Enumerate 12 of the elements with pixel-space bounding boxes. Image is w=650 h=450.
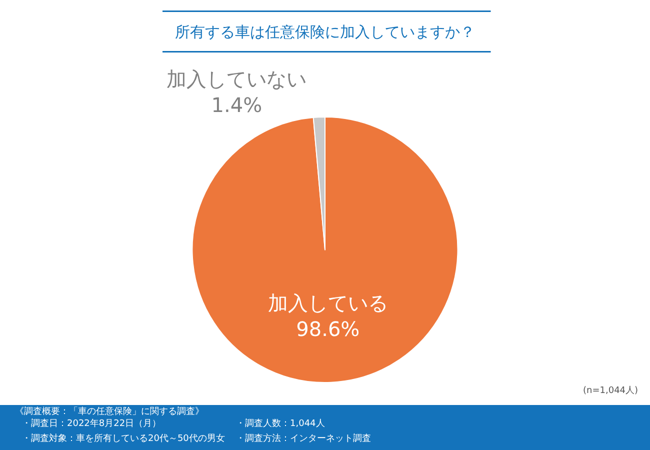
text: ・調査人数：1,044人 — [236, 418, 325, 429]
data-label: 98.6% — [296, 317, 360, 342]
text: ・調査方法：インターネット調査 — [236, 433, 371, 444]
chart-title: 所有する車は任意保険に加入していますか？ — [175, 22, 475, 41]
text: (n=1,044人) — [583, 385, 638, 396]
text: 《調査概要：「車の任意保険」に関する調査》 — [15, 406, 204, 417]
slice-label: 加入している — [268, 291, 388, 316]
text: ・調査日：2022年8月22日（月） — [22, 418, 162, 429]
slice-label: 加入していない — [166, 67, 307, 92]
pie-slice — [192, 116, 458, 383]
data-label: 1.4% — [211, 93, 262, 118]
text: ・調査対象：車を所有している20代～50代の男女 — [22, 433, 225, 444]
